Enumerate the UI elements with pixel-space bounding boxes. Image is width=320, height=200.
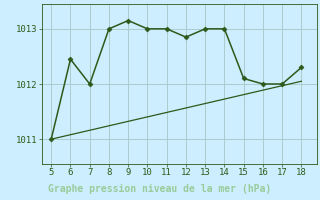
Text: Graphe pression niveau de la mer (hPa): Graphe pression niveau de la mer (hPa) xyxy=(48,183,272,194)
